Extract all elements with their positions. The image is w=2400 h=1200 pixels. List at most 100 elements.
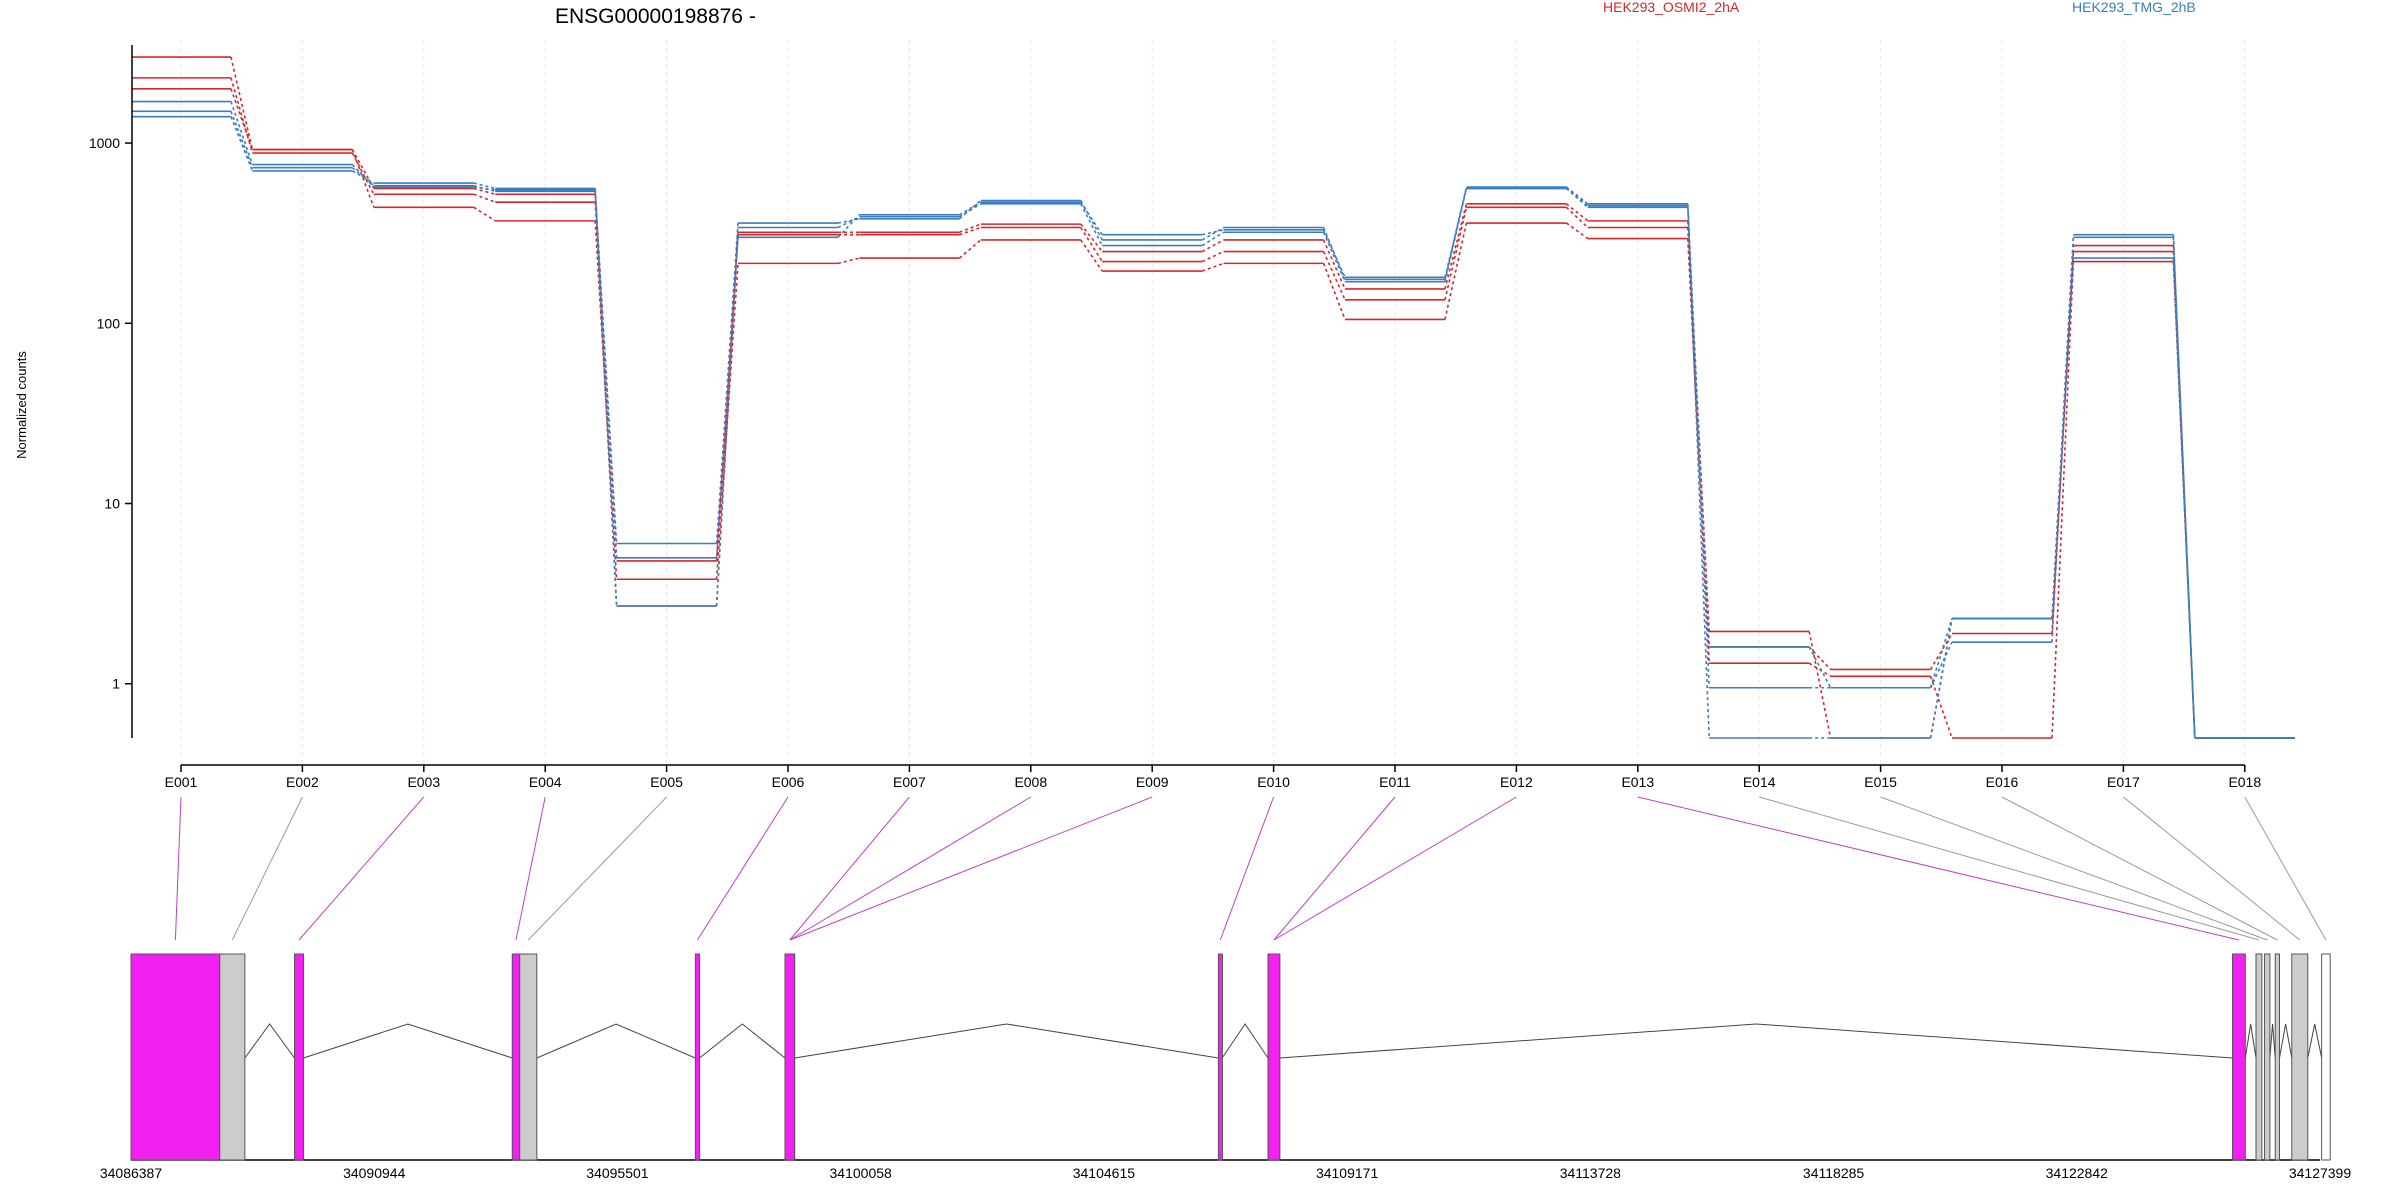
data-connector — [1444, 203, 1468, 290]
exon-link-line — [2001, 796, 2278, 941]
exon-box — [2321, 953, 2331, 1161]
data-connector — [473, 193, 496, 203]
data-connector — [1444, 188, 1468, 282]
data-connector — [1565, 187, 1589, 207]
exon-box — [2232, 953, 2246, 1161]
x-tick-label: E015 — [1864, 774, 1897, 790]
data-connector — [959, 226, 982, 236]
data-connector — [351, 167, 375, 187]
data-connector — [1322, 263, 1346, 320]
data-connector — [1444, 222, 1468, 320]
data-connector — [594, 189, 618, 558]
y-tick-label: 1000 — [89, 135, 120, 151]
intron — [244, 1023, 295, 1059]
data-connector — [1929, 618, 1953, 688]
exon-box — [219, 953, 246, 1161]
data-connector — [958, 201, 982, 216]
y-tick-label: 10 — [104, 496, 120, 512]
y-axis-label: Normalized counts — [14, 351, 29, 459]
x-tick-label: E003 — [407, 774, 440, 790]
exon-link-line — [697, 796, 789, 941]
data-connector — [230, 88, 254, 150]
data-connector — [1322, 239, 1346, 290]
data-connector — [2172, 258, 2196, 739]
data-connector — [1201, 262, 1224, 272]
data-connector — [1565, 222, 1589, 240]
data-connector — [230, 56, 254, 150]
x-tick-label: E006 — [772, 774, 805, 790]
data-connector — [1201, 250, 1224, 263]
data-connector — [473, 182, 496, 190]
exon-link-line — [515, 796, 546, 941]
intron — [303, 1023, 513, 1059]
coordinate-label: 34095501 — [586, 1165, 649, 1181]
x-tick-label: E008 — [1014, 774, 1047, 790]
legend-entry-tmg: HEK293_TMG_2hB — [2072, 0, 2196, 15]
data-connector — [230, 101, 254, 165]
x-tick-label: E002 — [286, 774, 319, 790]
coordinate-label: 34127399 — [2289, 1165, 2352, 1181]
y-tick-label: 100 — [97, 315, 121, 331]
data-connector — [351, 149, 375, 208]
data-connector — [1565, 186, 1589, 205]
coordinate-label: 34118285 — [1803, 1165, 1864, 1181]
intron — [699, 1023, 786, 1059]
data-connector — [1322, 229, 1346, 278]
data-connector — [1565, 206, 1589, 229]
intron — [536, 1023, 696, 1059]
exon-link-line — [2244, 796, 2327, 941]
data-connector — [1322, 231, 1346, 283]
data-connector — [2051, 251, 2075, 634]
exon-link-line — [1273, 796, 1517, 941]
exon-link-line — [1219, 796, 1275, 941]
exon-connector-lines — [174, 796, 2327, 941]
data-connector — [2051, 237, 2075, 643]
exon-link-line — [1637, 796, 2240, 941]
exon-box — [293, 953, 305, 1161]
data-connector — [1565, 203, 1589, 222]
coordinate-label: 34100058 — [830, 1165, 893, 1181]
exon-link-line — [527, 796, 667, 941]
intron — [2269, 1023, 2276, 1059]
exon-link-line — [1880, 796, 2268, 941]
data-connector — [959, 223, 982, 233]
exon-box — [2274, 953, 2280, 1161]
gene-model: 34086387 34090944 34095501 34100058 34104615… — [100, 953, 2352, 1181]
data-connector — [1444, 207, 1468, 300]
data-connector — [1808, 646, 1832, 689]
data-connector — [1080, 239, 1103, 272]
data-connector — [351, 163, 375, 188]
data-connector — [1444, 186, 1468, 280]
x-tick-label: E012 — [1500, 774, 1533, 790]
exon-box — [2255, 953, 2263, 1161]
exon-box — [511, 953, 521, 1161]
vertical-gridlines — [180, 40, 2246, 765]
data-connector — [837, 214, 860, 238]
intron — [2244, 1023, 2257, 1059]
coordinate-label: 34113728 — [1560, 1165, 1621, 1181]
coordinate-label: 34122842 — [2046, 1165, 2109, 1181]
data-connector — [1202, 229, 1224, 236]
data-connector — [715, 263, 739, 580]
exon-box — [1217, 953, 1223, 1161]
x-tick-label: E016 — [1986, 774, 2019, 790]
coordinate-label: 34109171 — [1316, 1165, 1379, 1181]
exon-box — [784, 953, 796, 1161]
exon-link-line — [1273, 796, 1396, 941]
chart-title: ENSG00000198876 - — [555, 5, 756, 28]
x-tick-label: E005 — [650, 774, 683, 790]
intron — [2307, 1023, 2323, 1059]
x-tick-label: E011 — [1379, 774, 1411, 790]
data-connector — [230, 116, 254, 172]
series-lines — [132, 56, 2295, 739]
coordinate-label: 34104615 — [1073, 1165, 1136, 1181]
data-connector — [230, 77, 254, 154]
x-tick-label: E010 — [1257, 774, 1290, 790]
data-connector — [1929, 618, 1953, 739]
intron — [2278, 1023, 2293, 1059]
data-connector — [2051, 234, 2075, 619]
data-connector — [715, 222, 739, 544]
data-connector — [2051, 261, 2075, 739]
x-tick-label: E017 — [2107, 774, 2140, 790]
